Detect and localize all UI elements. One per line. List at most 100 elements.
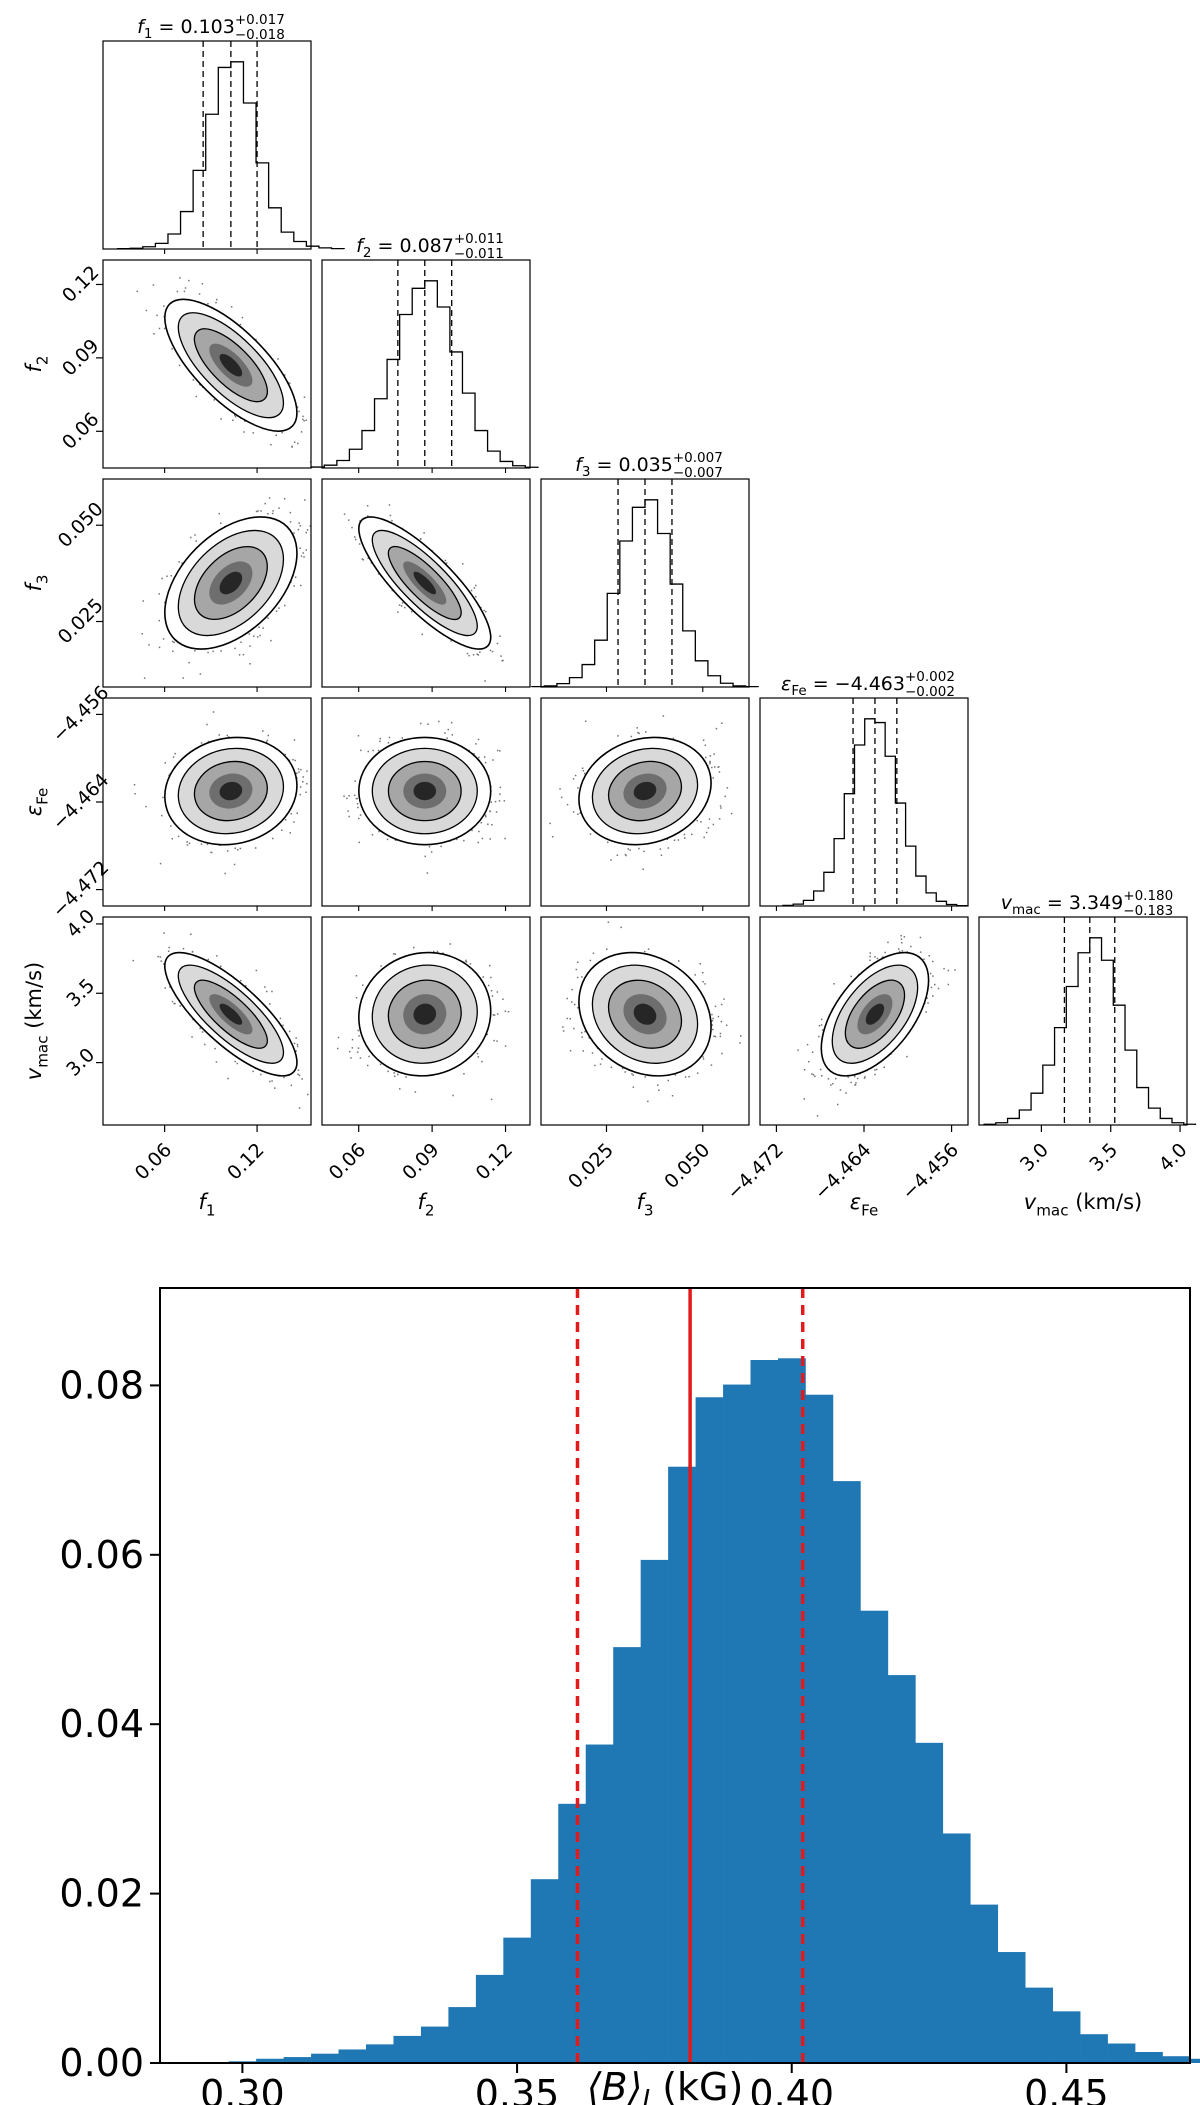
marginal-panel-f1: f1 = 0.103+0.017−0.018 <box>102 12 345 250</box>
histogram-bar <box>585 1744 614 2063</box>
panel-content <box>343 720 506 874</box>
panel-frame <box>321 259 531 469</box>
density-peak <box>633 781 657 801</box>
histogram-bar <box>448 2007 477 2063</box>
histogram-bar <box>311 2053 339 2063</box>
x-tick-label: −4.456 <box>898 1139 963 1204</box>
x-tick-label: 0.06 <box>131 1139 176 1184</box>
x-tick-label: 3.5 <box>1085 1139 1122 1176</box>
histogram-bar <box>723 1384 751 2063</box>
histogram-bar <box>366 2044 394 2063</box>
inner-x-ticks <box>164 687 258 692</box>
panel-content <box>343 504 504 682</box>
histogram-bar <box>970 1904 999 2063</box>
marginal-title-err-f1: −0.018 <box>235 27 285 43</box>
scatter-panel-f1-vs-eFe <box>102 697 312 907</box>
x-axis-f2: 0.06 0.09 0.12 f2 <box>325 1125 517 1219</box>
histogram-bar <box>1162 2056 1191 2063</box>
y-tick-label: 3.0 <box>62 1044 99 1081</box>
x-axis-label-f2: f2 <box>417 1190 434 1219</box>
inner-x-ticks <box>605 687 704 692</box>
inner-x-ticks <box>358 687 507 692</box>
x-tick-label: 4.0 <box>1155 1139 1192 1176</box>
histogram-bar <box>393 2035 422 2063</box>
plot-frame <box>159 1287 1191 2064</box>
y-tick-label: 0.02 <box>59 1872 144 1916</box>
histogram-bar <box>283 2057 312 2063</box>
scatter-panel-f3-vs-eFe <box>540 697 750 907</box>
marginal-panel-f3: f3 = 0.035+0.007−0.007 <box>531 450 759 688</box>
x-tick-label: 0.45 <box>1024 2072 1109 2105</box>
histogram-bar <box>860 1610 889 2063</box>
panel-content <box>133 711 308 875</box>
inner-x-ticks <box>358 468 507 473</box>
x-tick-label: −4.464 <box>810 1139 875 1204</box>
scatter-panel-f1-vs-f3 <box>102 478 312 688</box>
inner-x-ticks <box>358 906 507 911</box>
x-tick-label: 0.06 <box>325 1139 370 1184</box>
y-axis-label-eFe: εFe <box>22 788 51 817</box>
panel-content <box>549 715 733 870</box>
density-peak <box>413 571 437 595</box>
scatter-panel-f1-vs-vmac <box>102 916 312 1126</box>
panel-frame <box>978 916 1188 1126</box>
x-axis-label-vmac: vmac (km/s) <box>1024 1190 1142 1219</box>
x-tick-label: 0.40 <box>749 2072 834 2105</box>
density-peak <box>219 353 243 377</box>
inner-x-ticks <box>164 249 258 254</box>
scatter-panel-f2-vs-vmac <box>321 916 531 1126</box>
histogram-bar <box>997 1952 1026 2063</box>
marginal-title-err-eFe: −0.002 <box>905 684 955 700</box>
x-tick-label: 0.09 <box>398 1139 443 1184</box>
histogram-step-vmac <box>983 937 1197 1125</box>
histogram-bar <box>942 1833 971 2063</box>
x-axis-label-f3: f3 <box>636 1190 653 1219</box>
histogram-bar <box>1190 2058 1200 2063</box>
histogram-bar <box>1135 2051 1163 2063</box>
density-peak <box>219 781 243 801</box>
y-axis-label-f2: f2 <box>22 355 51 372</box>
panel-frame <box>102 40 312 250</box>
density-peak <box>413 781 437 801</box>
histogram-bar <box>640 1559 669 2063</box>
histogram-bar <box>338 2049 367 2063</box>
y-tick-label: 3.5 <box>62 975 99 1012</box>
histogram-bar <box>805 1394 834 2063</box>
panel-content <box>136 277 311 463</box>
histogram-bar <box>1052 2011 1081 2063</box>
panel-content <box>337 943 510 1101</box>
y-axis-label-f3: f3 <box>22 574 51 591</box>
histogram-bar <box>1080 2034 1108 2063</box>
x-axis-label-f1: f1 <box>198 1190 215 1219</box>
histogram-bar <box>1107 2043 1136 2063</box>
marginal-title-vmac: vmac = 3.349+0.180 <box>1001 888 1173 918</box>
scatter-panel-f2-vs-eFe <box>321 697 531 907</box>
x-tick-label: 0.12 <box>223 1139 268 1184</box>
density-peak <box>633 1003 657 1025</box>
scatter-panel-f3-vs-vmac <box>540 916 750 1126</box>
marginal-panel-eFe: εFe = −4.463+0.002−0.002 <box>759 669 969 907</box>
x-axis-f1: 0.06 0.12 f1 <box>131 1125 269 1219</box>
histogram-bar <box>558 1803 587 2063</box>
inner-x-ticks <box>164 906 258 911</box>
y-tick-label: 0.04 <box>59 1702 144 1746</box>
histogram-bar <box>695 1397 724 2063</box>
histogram-bar <box>613 1647 641 2063</box>
marginal-title-f3: f3 = 0.035+0.007 <box>575 450 723 480</box>
y-axis-label-vmac: vmac (km/s) <box>22 962 51 1080</box>
x-tick-label: 3.0 <box>1016 1139 1053 1176</box>
inner-x-ticks <box>605 906 704 911</box>
density-peak <box>413 1003 437 1025</box>
histogram-bar <box>530 1879 559 2063</box>
y-tick-label: 0.08 <box>59 1363 144 1407</box>
x-axis-vmac: 3.0 3.5 4.0 vmac (km/s) <box>1016 1125 1192 1219</box>
density-peak <box>219 1003 243 1025</box>
x-tick-label: 0.30 <box>200 2072 285 2105</box>
histogram-bar <box>503 1937 532 2063</box>
scatter-panel-eFe-vs-vmac <box>759 916 969 1126</box>
x-axis-label: ⟨B⟩I (kG) <box>587 2065 744 2105</box>
